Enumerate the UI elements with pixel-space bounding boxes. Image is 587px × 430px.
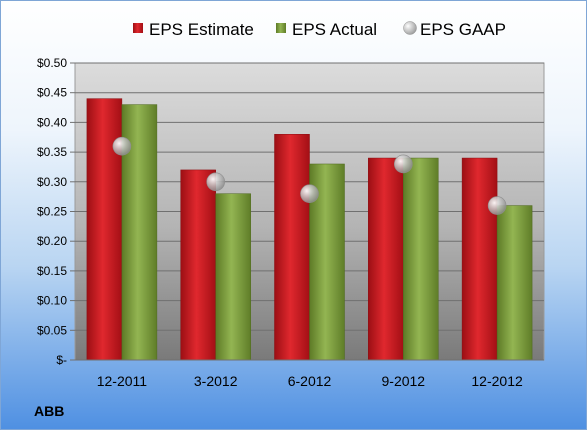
- y-tick-label: $0.50: [37, 56, 67, 70]
- legend-swatch: [403, 21, 417, 35]
- bar-eps-actual: [496, 205, 533, 361]
- y-tick-label: $0.25: [37, 205, 67, 219]
- bar-eps-estimate: [180, 169, 216, 361]
- y-tick-label: $0.30: [37, 175, 67, 189]
- y-tick-label: $0.20: [37, 234, 67, 248]
- point-eps-gaap: [206, 172, 225, 192]
- legend-swatch: [133, 23, 143, 33]
- x-tick-label: 3-2012: [194, 373, 238, 389]
- x-tick-label: 9-2012: [382, 373, 426, 389]
- legend-label: EPS GAAP: [420, 20, 506, 39]
- legend-swatch: [276, 23, 286, 33]
- point-eps-gaap: [300, 184, 319, 203]
- bar-eps-estimate: [274, 134, 310, 361]
- legend: EPS Estimate EPS Actual EPS GAAP: [133, 20, 506, 39]
- legend-label: EPS Actual: [292, 20, 377, 39]
- bars: [86, 98, 533, 361]
- point-eps-gaap: [393, 154, 413, 174]
- bar-eps-actual: [215, 193, 251, 361]
- bar-eps-estimate: [461, 157, 498, 361]
- gaap-markers: [112, 136, 507, 215]
- y-tick-label: $0.10: [37, 294, 67, 308]
- y-tick-label: $-: [56, 353, 67, 367]
- y-tick-label: $0.45: [37, 86, 67, 100]
- x-tick-label: 12-2012: [471, 373, 523, 389]
- ticker-label: ABB: [34, 403, 65, 419]
- x-tick-label: 6-2012: [288, 373, 332, 389]
- legend-label: EPS Estimate: [149, 20, 254, 39]
- y-tick-label: $0.05: [37, 323, 67, 337]
- y-tick-label: $0.40: [37, 115, 67, 129]
- bar-eps-estimate: [86, 98, 123, 361]
- bar-eps-estimate: [368, 157, 404, 361]
- point-eps-gaap: [487, 196, 507, 215]
- y-axis: $- $0.05 $0.10 $0.15 $0.20 $0.25 $0.30 $0.35 $0.…: [37, 56, 75, 367]
- y-tick-label: $0.35: [37, 145, 67, 159]
- x-axis: 12-2011 3-2012 6-2012 9-2012 12-2012: [75, 359, 544, 389]
- bar-eps-actual: [403, 157, 439, 361]
- x-tick-label: 12-2011: [97, 373, 148, 389]
- point-eps-gaap: [112, 136, 132, 156]
- y-tick-label: $0.15: [37, 264, 67, 278]
